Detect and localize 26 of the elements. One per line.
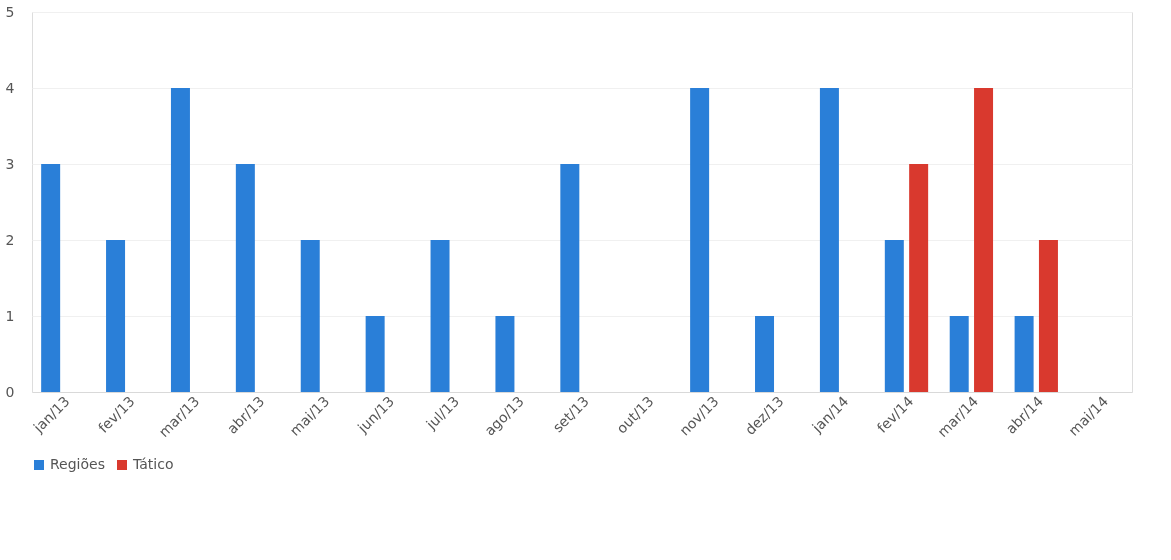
bar	[106, 240, 126, 392]
y-tick-label: 0	[5, 383, 15, 400]
bar	[884, 240, 904, 392]
y-tick-label: 5	[5, 3, 15, 20]
bar	[495, 316, 515, 392]
y-tick-label: 2	[5, 231, 15, 248]
y-tick-label: 3	[5, 155, 15, 172]
bar	[41, 164, 61, 392]
bar	[300, 240, 320, 392]
legend-label: Tático	[132, 456, 174, 472]
bar	[819, 88, 839, 392]
bar	[690, 88, 710, 392]
bar	[909, 164, 929, 392]
legend-label: Regiões	[50, 456, 105, 472]
bar	[949, 316, 969, 392]
bar	[1014, 316, 1034, 392]
bar	[365, 316, 385, 392]
bar	[974, 88, 994, 392]
bar	[560, 164, 580, 392]
y-tick-label: 1	[5, 307, 15, 324]
bar	[170, 88, 190, 392]
y-tick-label: 4	[5, 79, 15, 96]
bar	[755, 316, 775, 392]
bar	[430, 240, 450, 392]
bar	[235, 164, 255, 392]
bar	[1038, 240, 1058, 392]
